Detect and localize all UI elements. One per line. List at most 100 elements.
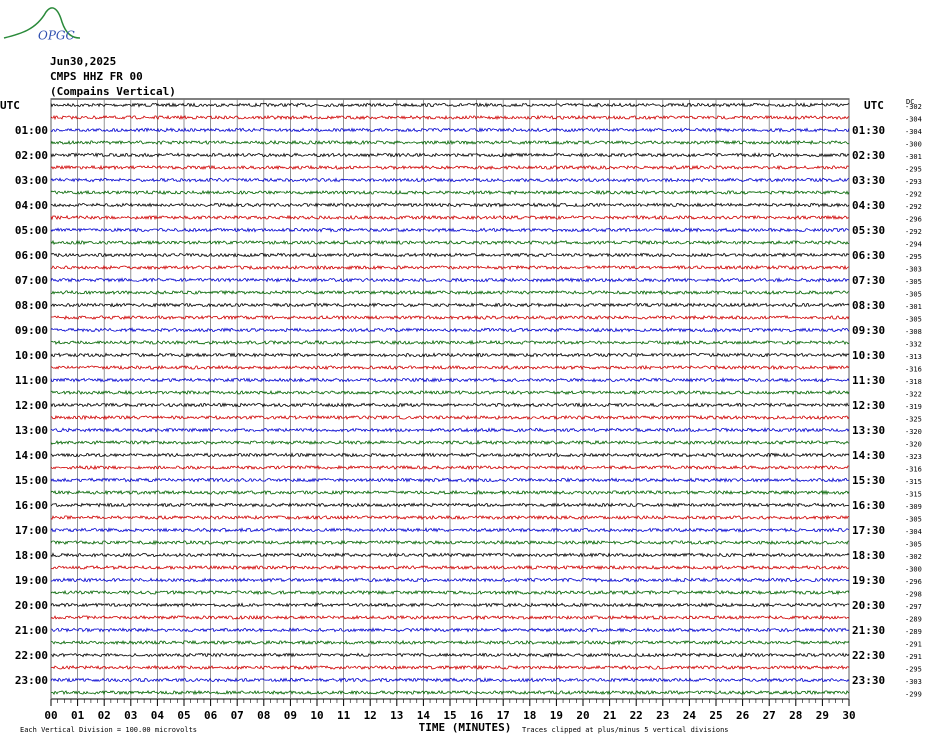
trace [50, 552, 850, 558]
dc-value: -322 [905, 391, 922, 399]
trace [50, 689, 850, 696]
dc-value: -308 [905, 328, 922, 336]
footer-scale: Each Vertical Division = 100.00 microvol… [20, 726, 197, 734]
trace [50, 239, 850, 246]
trace [50, 177, 850, 183]
trace [50, 139, 850, 146]
x-tick-label: 07 [231, 709, 244, 722]
dc-value: -305 [905, 291, 922, 299]
dc-value: -302 [905, 553, 922, 561]
dc-value: -305 [905, 316, 922, 324]
x-tick-label: 20 [576, 709, 589, 722]
hour-label: 02:00 [15, 149, 48, 162]
x-tick-label: 11 [337, 709, 351, 722]
dc-value: -320 [905, 428, 922, 436]
trace [50, 102, 850, 108]
half-hour-label: 02:30 [852, 149, 885, 162]
hour-label: 11:00 [15, 374, 48, 387]
x-tick-label: 28 [789, 709, 802, 722]
dc-value: -309 [905, 503, 922, 511]
trace [50, 639, 850, 646]
trace [50, 264, 850, 271]
dc-value: -304 [905, 128, 922, 136]
x-tick-label: 21 [603, 709, 617, 722]
hour-label: 19:00 [15, 574, 48, 587]
hour-label: 06:00 [15, 249, 48, 262]
trace [50, 314, 850, 321]
station: CMPS HHZ FR 00 [50, 70, 143, 83]
trace [50, 514, 850, 521]
half-hour-label: 18:30 [852, 549, 885, 562]
hour-label: 04:00 [15, 199, 48, 212]
x-tick-label: 16 [470, 709, 484, 722]
logo-text: OPGC [38, 29, 75, 43]
trace [50, 289, 850, 296]
trace [50, 352, 850, 358]
trace [50, 127, 850, 133]
dc-value: -301 [905, 153, 922, 161]
x-axis-label: TIME (MINUTES) [419, 721, 512, 734]
half-hour-label: 04:30 [852, 199, 885, 212]
dc-value: -332 [905, 341, 922, 349]
half-hour-label: 12:30 [852, 399, 885, 412]
hour-label: 20:00 [15, 599, 48, 612]
trace [50, 614, 850, 621]
half-hour-label: 11:30 [852, 374, 885, 387]
trace [50, 202, 850, 208]
trace [50, 214, 850, 221]
half-hour-label: 16:30 [852, 499, 885, 512]
half-hour-label: 05:30 [852, 224, 885, 237]
trace [50, 277, 850, 283]
hour-label: 09:00 [15, 324, 48, 337]
trace [50, 327, 850, 333]
hour-label: 22:00 [15, 649, 48, 662]
hour-label: 08:00 [15, 299, 48, 312]
x-tick-label: 17 [497, 709, 510, 722]
dc-value: -292 [905, 228, 922, 236]
dc-value: -296 [905, 216, 922, 224]
x-tick-label: 18 [523, 709, 536, 722]
half-hour-label: 08:30 [852, 299, 885, 312]
x-tick-label: 08 [257, 709, 270, 722]
dc-value: -316 [905, 366, 922, 374]
trace [50, 602, 850, 608]
x-tick-label: 01 [71, 709, 85, 722]
half-hour-label: 19:30 [852, 574, 885, 587]
trace [50, 652, 850, 658]
hour-label: 12:00 [15, 399, 48, 412]
trace [50, 114, 850, 121]
dc-value: -297 [905, 603, 922, 611]
hour-label: 07:00 [15, 274, 48, 287]
x-tick-label: 13 [390, 709, 403, 722]
dc-value: -313 [905, 353, 922, 361]
x-tick-label: 29 [816, 709, 829, 722]
x-tick-label: 09 [284, 709, 297, 722]
x-tick-label: 02 [98, 709, 111, 722]
trace [50, 164, 850, 171]
trace [50, 189, 850, 196]
half-hour-label: 20:30 [852, 599, 885, 612]
hour-label: 15:00 [15, 474, 48, 487]
dc-value: -302 [905, 103, 922, 111]
x-tick-label: 22 [630, 709, 643, 722]
dc-value: -305 [905, 278, 922, 286]
x-tick-label: 00 [44, 709, 57, 722]
half-hour-label: 23:30 [852, 674, 885, 687]
dc-value: -325 [905, 416, 922, 424]
x-tick-label: 19 [550, 709, 563, 722]
half-hour-label: 22:30 [852, 649, 885, 662]
dc-value: -316 [905, 466, 922, 474]
half-hour-label: 09:30 [852, 324, 885, 337]
hour-label: 23:00 [15, 674, 48, 687]
dc-value: -303 [905, 266, 922, 274]
trace [50, 489, 850, 496]
dc-value: -291 [905, 653, 922, 661]
trace [50, 152, 850, 158]
half-hour-label: 03:30 [852, 174, 885, 187]
hour-label: 03:00 [15, 174, 48, 187]
trace [50, 589, 850, 596]
dc-value: -301 [905, 303, 922, 311]
x-tick-label: 12 [364, 709, 377, 722]
hour-label: 05:00 [15, 224, 48, 237]
